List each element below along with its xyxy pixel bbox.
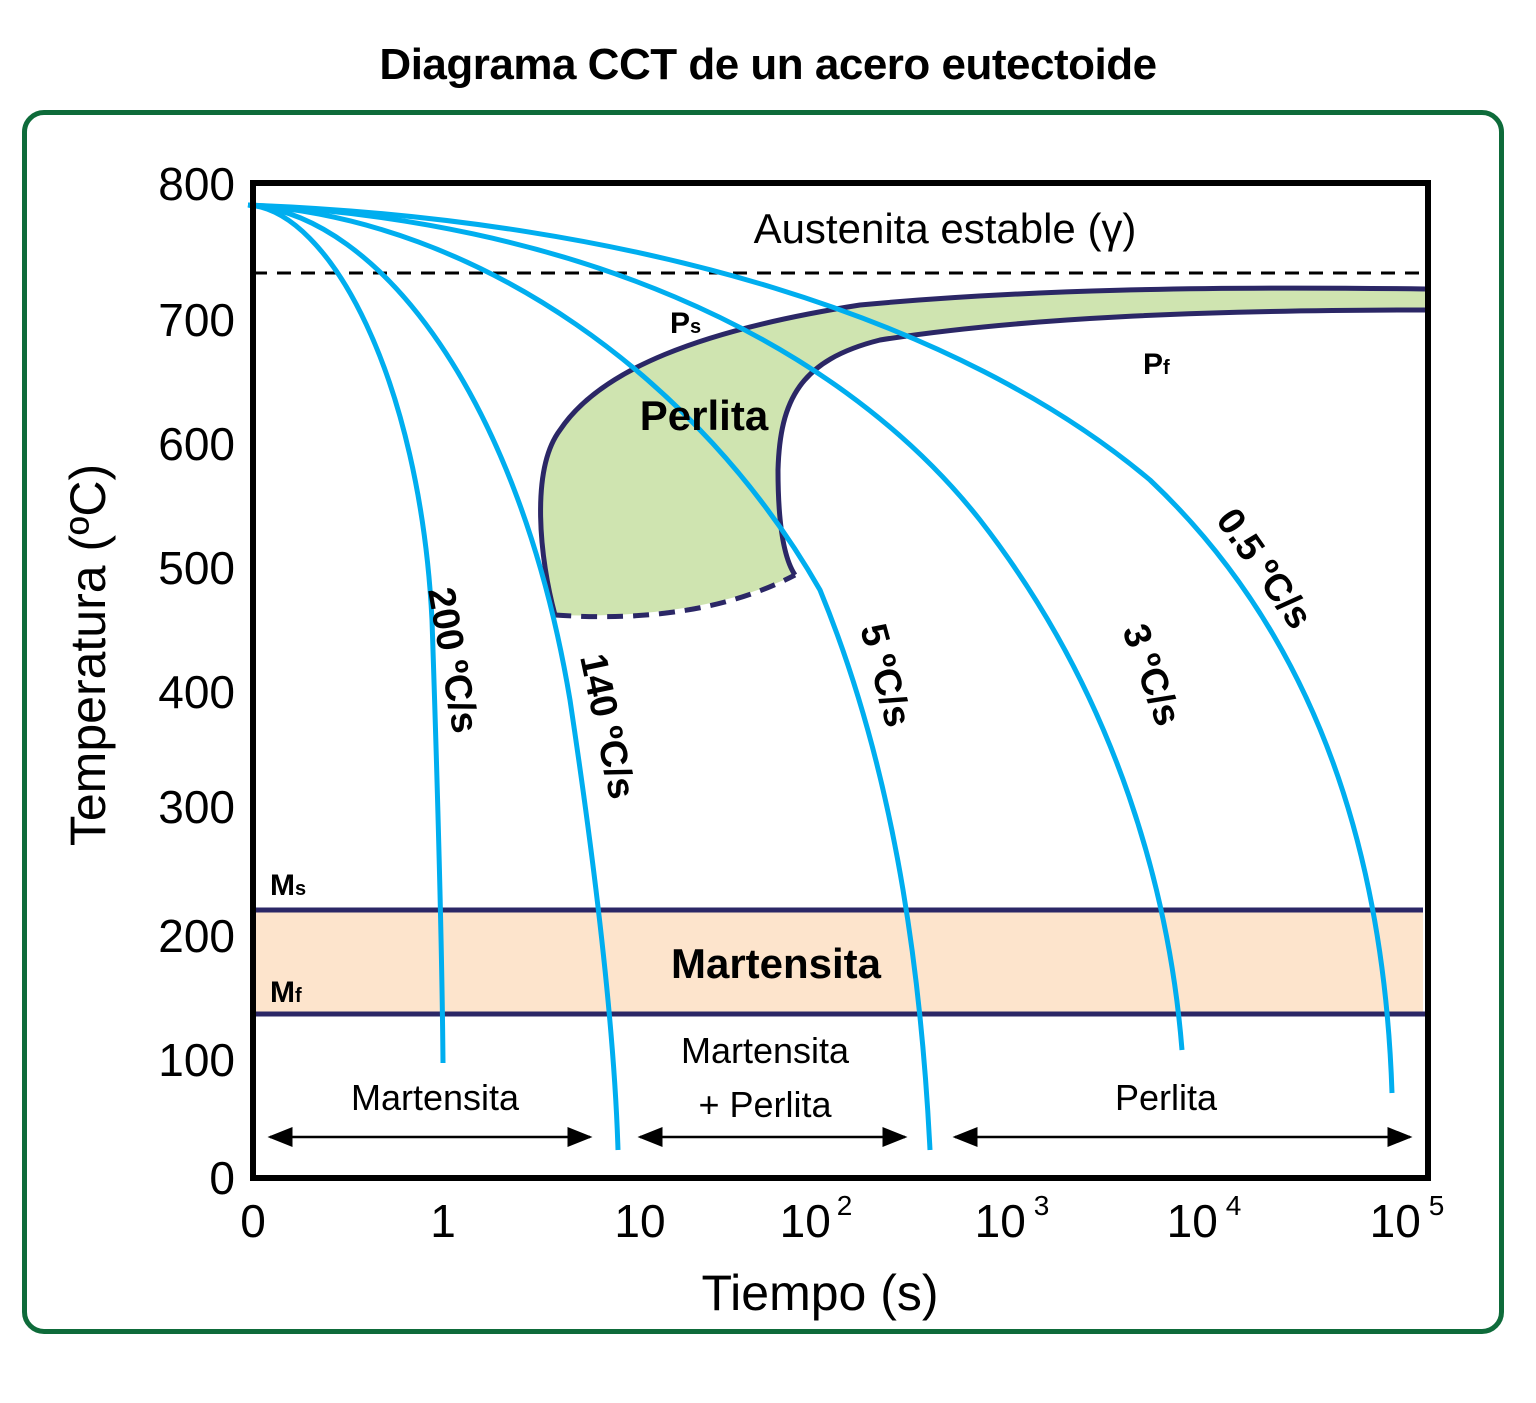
pearlite-region: [540, 288, 1425, 616]
ytick-700: 700: [158, 294, 235, 346]
ytick-500: 500: [158, 542, 235, 594]
cooling-curve-3: [247, 202, 1185, 1051]
ytick-600: 600: [158, 418, 235, 470]
ytick-400: 400: [158, 666, 235, 718]
x-axis-label: Tiempo (s): [701, 1265, 938, 1321]
austenite-label: Austenita estable (γ): [754, 205, 1137, 252]
ms-label: Ms: [270, 869, 306, 902]
curve-label-3: 3 ºC/s: [1114, 619, 1189, 732]
plot-area-border: [250, 180, 1431, 1181]
ytick-100: 100: [158, 1034, 235, 1086]
pf-label: Pf: [1143, 348, 1170, 381]
xtick-10-4: 10 4: [1167, 1190, 1242, 1247]
range-label-martensite-pearlite-1: Martensita: [681, 1030, 850, 1071]
ytick-0: 0: [209, 1152, 235, 1204]
xtick-10-2: 10 2: [780, 1190, 853, 1247]
range-label-pearlite: Perlita: [1115, 1077, 1218, 1118]
martensite-band-label: Martensita: [671, 940, 882, 987]
ps-label: Ps: [670, 307, 701, 340]
y-axis-ticks: 800 700 600 500 400 300 200 100 0: [158, 158, 235, 1204]
ytick-200: 200: [158, 910, 235, 962]
pearlite-region-label: Perlita: [640, 392, 769, 439]
ytick-800: 800: [158, 158, 235, 210]
pearlite-finish-curve: [775, 307, 1431, 577]
martensite-band: [253, 910, 1423, 1014]
cooling-curve-200: [247, 202, 446, 1064]
range-label-martensite: Martensita: [351, 1077, 520, 1118]
cooling-curve-0.5: [247, 202, 1395, 1094]
y-axis-label: Temperatura (ºC): [60, 464, 116, 846]
mf-label: Mf: [270, 976, 302, 1009]
pearlite-lower-dashed: [554, 572, 797, 620]
cooling-curve-140: [247, 202, 621, 1151]
x-axis-ticks: 0 1 10 10 2 10 3 10 4 10 5: [240, 1190, 1444, 1247]
xtick-1: 1: [430, 1195, 456, 1247]
range-label-martensite-pearlite-2: + Perlita: [698, 1084, 832, 1125]
xtick-0: 0: [240, 1195, 266, 1247]
chart-title: Diagrama CCT de un acero eutectoide: [379, 40, 1157, 89]
chart-frame: [22, 110, 1504, 1334]
xtick-10: 10: [614, 1195, 665, 1247]
xtick-10-3: 10 3: [975, 1190, 1050, 1247]
cooling-curve-5: [247, 202, 933, 1151]
xtick-10-5: 10 5: [1370, 1190, 1445, 1247]
ytick-300: 300: [158, 781, 235, 833]
curve-label-200: 200 ºC/s: [419, 584, 486, 736]
